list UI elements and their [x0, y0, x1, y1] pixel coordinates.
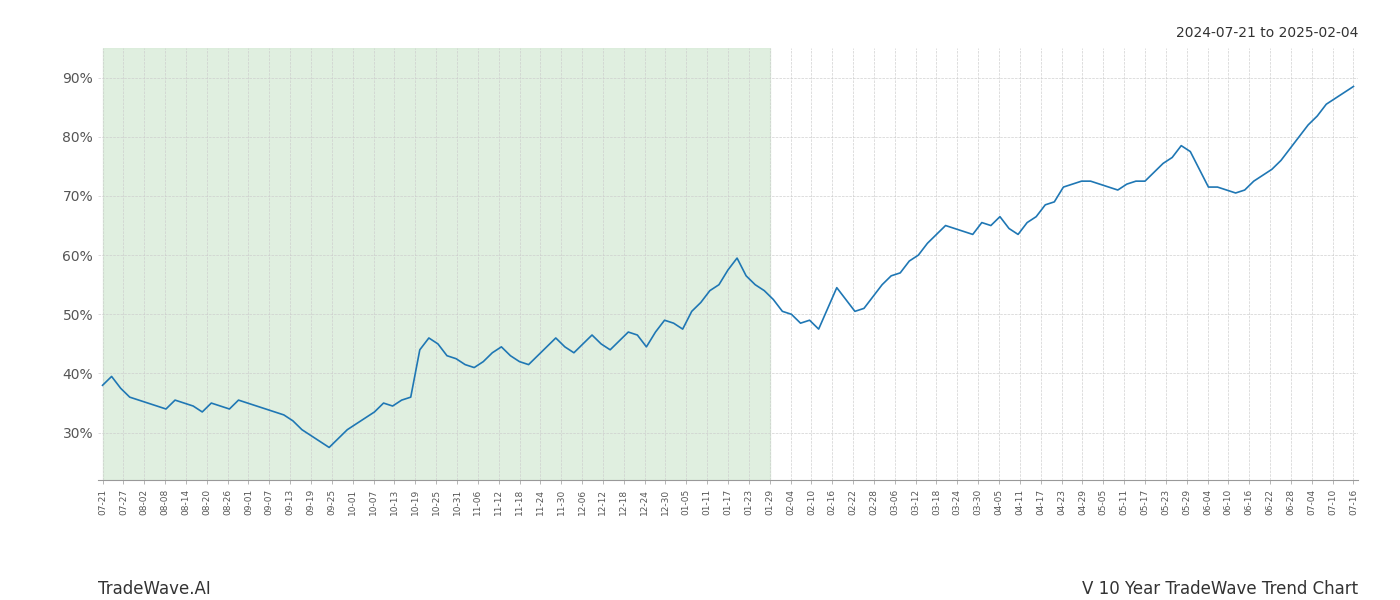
- Bar: [102, 48, 770, 480]
- Text: TradeWave.AI: TradeWave.AI: [98, 580, 211, 598]
- Text: 2024-07-21 to 2025-02-04: 2024-07-21 to 2025-02-04: [1176, 26, 1358, 40]
- Text: V 10 Year TradeWave Trend Chart: V 10 Year TradeWave Trend Chart: [1082, 580, 1358, 598]
